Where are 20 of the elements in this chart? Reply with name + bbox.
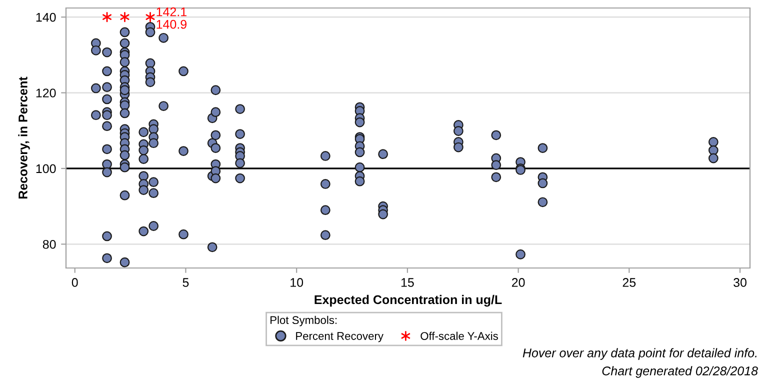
x-tick-label: 5 <box>182 278 189 287</box>
x-tick-label: 30 <box>734 278 746 287</box>
x-axis-title: Expected Concentration in ug/L <box>314 294 502 307</box>
x-tick-label: 15 <box>401 278 414 287</box>
annotation: 140.9 <box>156 20 186 29</box>
y-axis-title: Recovery, in Percent <box>18 76 30 199</box>
x-tick-label: 0 <box>72 278 78 287</box>
annotation: 142.1 <box>156 7 186 16</box>
y-tick-label: 80 <box>42 240 56 249</box>
y-tick-label: 100 <box>36 164 56 174</box>
y-tick-label: 140 <box>36 12 56 22</box>
x-tick-label: 10 <box>290 278 304 287</box>
text: Hover over any data point for detailed info. <box>522 348 756 360</box>
text: Chart generated 02/28/2018 <box>602 366 758 378</box>
y-tick-label: 120 <box>36 88 56 98</box>
legend-label: Off-scale Y-Axis <box>420 332 498 340</box>
x-tick-label: 20 <box>512 278 525 287</box>
legend-title: Plot Symbols: <box>270 316 337 326</box>
x-tick-label: 25 <box>622 278 636 287</box>
legend-label: Percent Recovery <box>296 332 384 342</box>
